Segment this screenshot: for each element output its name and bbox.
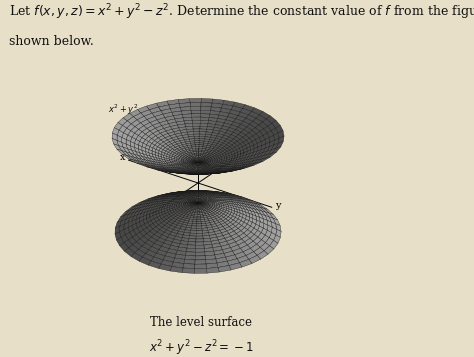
Text: Let $f(x, y, z) = x^2 + y^2 - z^2$. Determine the constant value of $f$ from the: Let $f(x, y, z) = x^2 + y^2 - z^2$. Dete… — [9, 3, 474, 22]
Text: shown below.: shown below. — [9, 35, 94, 49]
Text: The level surface: The level surface — [150, 316, 253, 329]
Text: $x^2 + y^2 - z^2 = -1$: $x^2 + y^2 - z^2 = -1$ — [149, 339, 254, 357]
